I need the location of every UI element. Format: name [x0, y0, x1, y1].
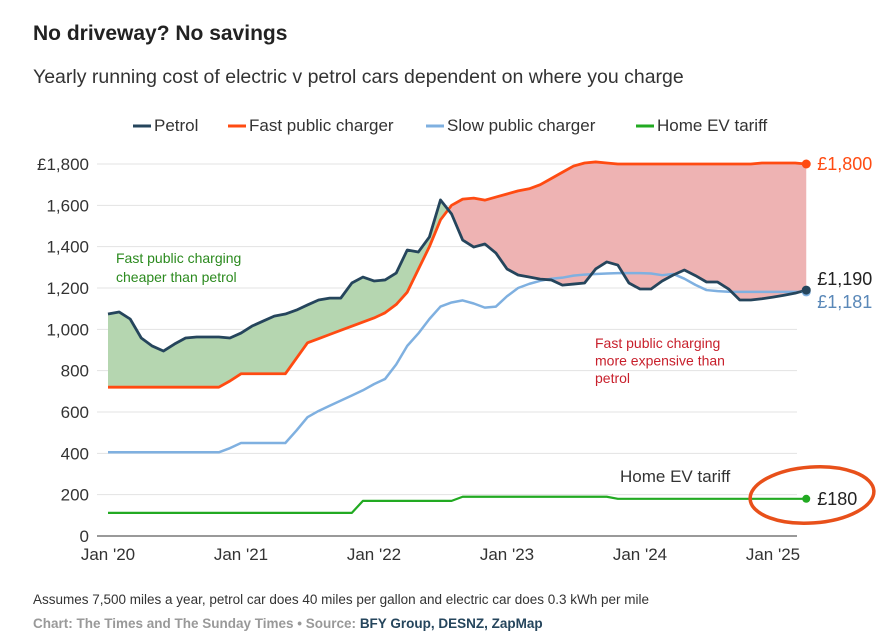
series-lines: [107, 160, 807, 514]
chart-note: Assumes 7,500 miles a year, petrol car d…: [33, 592, 650, 607]
chart-subtitle: Yearly running cost of electric v petrol…: [33, 66, 684, 88]
expensive-area: [448, 161, 807, 300]
y-tick-label: 0: [80, 527, 89, 546]
legend-label-petrol: Petrol: [154, 116, 198, 135]
series-line-home: [108, 495, 807, 514]
annotation-cheaper: Fast public charging: [116, 250, 241, 266]
annotation-expensive: more expensive than: [595, 353, 725, 369]
annotation-expensive: Fast public charging: [595, 335, 720, 351]
gridlines: [97, 163, 797, 537]
end-label-fast: £1,800: [817, 154, 872, 174]
highlight-ellipse: [748, 464, 876, 526]
end-label-slow: £1,181: [817, 292, 872, 312]
y-tick-label: 400: [61, 444, 89, 463]
end-label-home: £180: [817, 489, 857, 509]
x-axis: Jan '20 Jan '21 Jan '22 Jan '23 Jan '24 Jan '…: [81, 545, 800, 564]
x-tick-label: Jan '24: [613, 545, 667, 564]
chart-title: No driveway? No savings: [33, 22, 288, 45]
x-tick-label: Jan '25: [746, 545, 800, 564]
legend-label-slow: Slow public charger: [447, 116, 596, 135]
y-tick-label: 1,200: [46, 279, 89, 298]
series-line-fast: [108, 160, 807, 389]
y-tick-label: 1,000: [46, 320, 89, 339]
legend: Petrol Fast public charger Slow public cha…: [133, 116, 768, 135]
legend-label-home: Home EV tariff: [657, 116, 768, 135]
y-tick-label: 800: [61, 362, 89, 381]
y-axis: 0 200 400 600 800 1,000 1,200 1,400 1,600 £1,800: [37, 155, 89, 546]
end-dot-home: [802, 494, 811, 503]
annotations: Fast public charging cheaper than petrol F…: [116, 250, 731, 486]
chart-credit: Chart: The Times and The Sunday Times • …: [33, 616, 543, 631]
end-dot-petrol: [801, 285, 811, 295]
series-line-slow: [108, 271, 807, 454]
cheaper-area: [108, 199, 449, 388]
x-tick-label: Jan '20: [81, 545, 135, 564]
legend-label-fast: Fast public charger: [249, 116, 394, 135]
credit-sources: BFY Group, DESNZ, ZapMap: [359, 616, 543, 631]
y-tick-label: 600: [61, 403, 89, 422]
annotation-cheaper: cheaper than petrol: [116, 269, 237, 285]
y-tick-label: 200: [61, 486, 89, 505]
x-tick-label: Jan '23: [480, 545, 534, 564]
annotation-home: Home EV tariff: [620, 467, 731, 486]
annotation-expensive: petrol: [595, 370, 630, 386]
area-fills: [108, 161, 807, 388]
end-dot-fast: [801, 159, 811, 169]
end-labels: £1,181 £180 £1,800 £1,190: [748, 154, 876, 526]
series-line-petrol: [107, 198, 807, 353]
x-tick-label: Jan '21: [214, 545, 268, 564]
y-tick-label: 1,600: [46, 196, 89, 215]
end-label-petrol: £1,190: [817, 269, 872, 289]
y-tick-label: 1,400: [46, 238, 89, 257]
credit-prefix: Chart: The Times and The Sunday Times • …: [33, 616, 360, 631]
y-tick-label: £1,800: [37, 155, 89, 174]
x-tick-label: Jan '22: [347, 545, 401, 564]
